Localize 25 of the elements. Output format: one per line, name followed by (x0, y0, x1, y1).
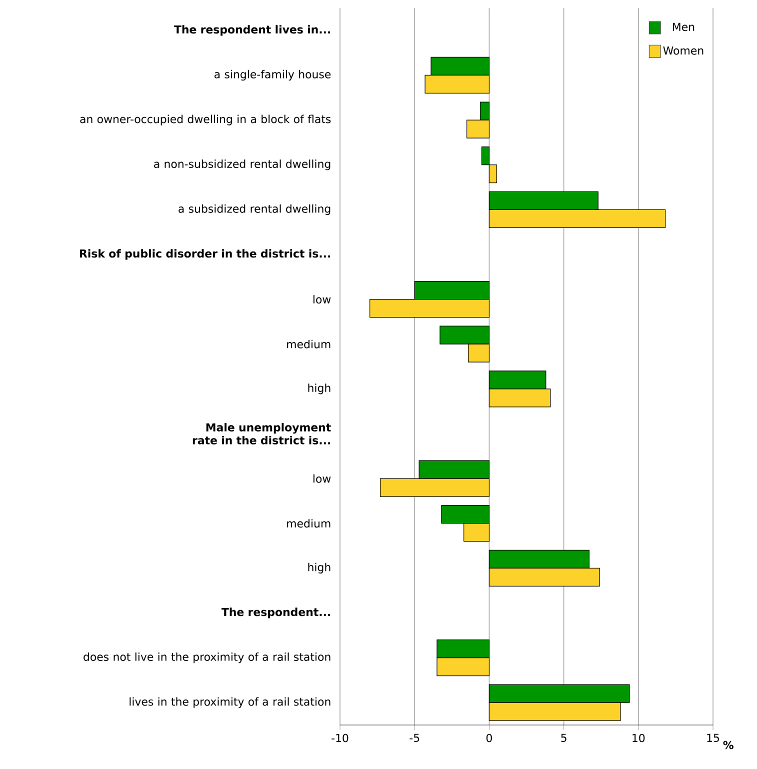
x-tick-label: 15 (707, 734, 720, 742)
y-tick-label: The respondent lives in... (174, 25, 330, 36)
y-tick-label: an owner-occupied dwelling in a block of flats (80, 114, 331, 126)
y-tick-label: a non-subsidized rental dwelling (154, 160, 330, 170)
y-tick-label: lives in the proximity of a rail station (130, 697, 330, 708)
y-tick-label: a subsidized rental dwelling (178, 204, 330, 215)
y-tick-label: a single-family house (214, 70, 331, 81)
y-tick-label: The respondent... (221, 608, 330, 618)
y-tick-label: Male unemployment rate in the district is... (192, 422, 331, 444)
x-tick-label: -5 (410, 734, 420, 742)
x-axis-title: % (723, 740, 734, 750)
y-tick-label: low (313, 295, 331, 304)
y-tick-label: low (313, 474, 331, 483)
y-tick-label: high (308, 562, 330, 574)
y-tick-label: medium (287, 519, 330, 528)
x-tick-label: 10 (632, 734, 645, 742)
legend-label: Women (663, 46, 704, 55)
y-tick-label: does not live in the proximity of a rail station (84, 652, 330, 664)
y-tick-label: high (308, 384, 330, 394)
x-tick-label: 5 (561, 734, 566, 742)
y-tick-label: medium (287, 340, 330, 348)
legend-label: Men (672, 22, 694, 32)
x-tick-label: 0 (486, 734, 492, 742)
y-tick-label: Risk of public disorder in the district is... (80, 249, 330, 260)
x-tick-label: -10 (332, 734, 348, 742)
